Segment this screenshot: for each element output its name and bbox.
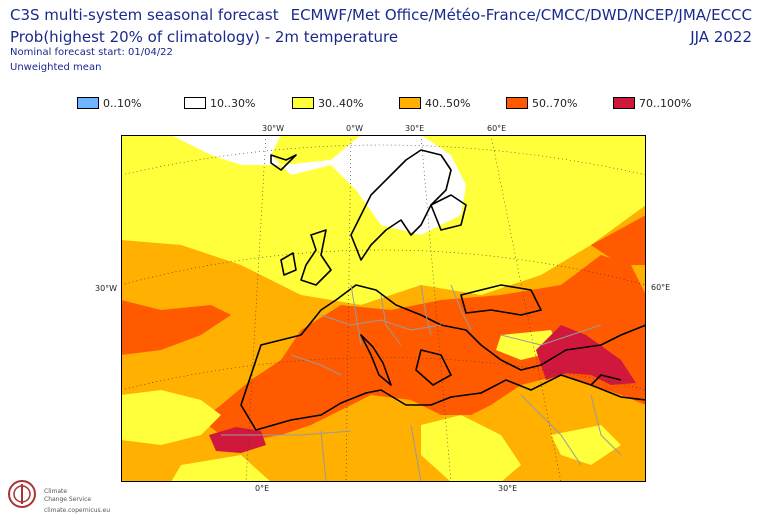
logo-text: Climate [44,488,68,495]
region-50-70 [591,215,646,265]
legend-label: 10..30% [210,96,256,110]
lon-label-top: 30°W [262,124,285,133]
region-10-30 [221,135,261,155]
region-70-100 [536,325,636,385]
chart-subtitle: Prob(highest 20% of climatology) - 2m te… [10,28,399,46]
region-50-70 [201,255,646,440]
borders [221,284,622,482]
legend-label: 40..50% [425,96,471,110]
legend-swatch [399,97,421,109]
region-70-100 [209,427,266,453]
season-label: JJA 2022 [690,28,752,46]
legend-swatch [77,97,99,109]
copernicus-logo-icon [8,480,36,508]
legend-item-1: 10..30% [184,96,255,110]
legend-swatch [506,97,528,109]
logo-text: climate.copernicus.eu [44,507,111,514]
forecast-map [121,135,646,482]
centres-list: ECMWF/Met Office/Météo-France/CMCC/DWD/N… [290,6,752,24]
legend-label: 70..100% [639,96,692,110]
lat-label-right: 60°E [651,283,671,292]
logo-text: Change Service [44,496,92,503]
region-50-70 [121,300,231,355]
region-30-40 [171,455,271,482]
legend-label: 0..10% [103,96,142,110]
legend-swatch [613,97,635,109]
lon-label-bottom: 0°E [255,484,270,493]
forecast-start: Nominal forecast start: 01/04/22 [10,47,173,58]
lon-label-top: 60°E [487,124,507,133]
chart-title: C3S multi-system seasonal forecast [10,6,279,24]
region-10-30 [171,135,466,235]
legend-swatch [292,97,314,109]
mean-type: Unweighted mean [10,62,102,73]
lat-label-left: 30°W [95,284,118,293]
legend-label: 50..70% [532,96,578,110]
legend-label: 30..40% [318,96,364,110]
lon-label-bottom: 30°E [498,484,518,493]
legend-item-2: 30..40% [292,96,363,110]
map-frame [121,135,646,482]
legend-item-4: 50..70% [506,96,577,110]
lon-label-top: 30°E [405,124,425,133]
region-30-40 [421,415,521,482]
lon-label-top: 0°W [346,124,363,133]
region-30-40 [551,425,621,465]
graticule [121,135,646,482]
region-30-40 [481,135,561,185]
legend-item-3: 40..50% [399,96,470,110]
legend-swatch [184,97,206,109]
legend-item-5: 70..100% [613,96,691,110]
legend-item-0: 0..10% [77,96,141,110]
region-30-40 [121,390,221,445]
